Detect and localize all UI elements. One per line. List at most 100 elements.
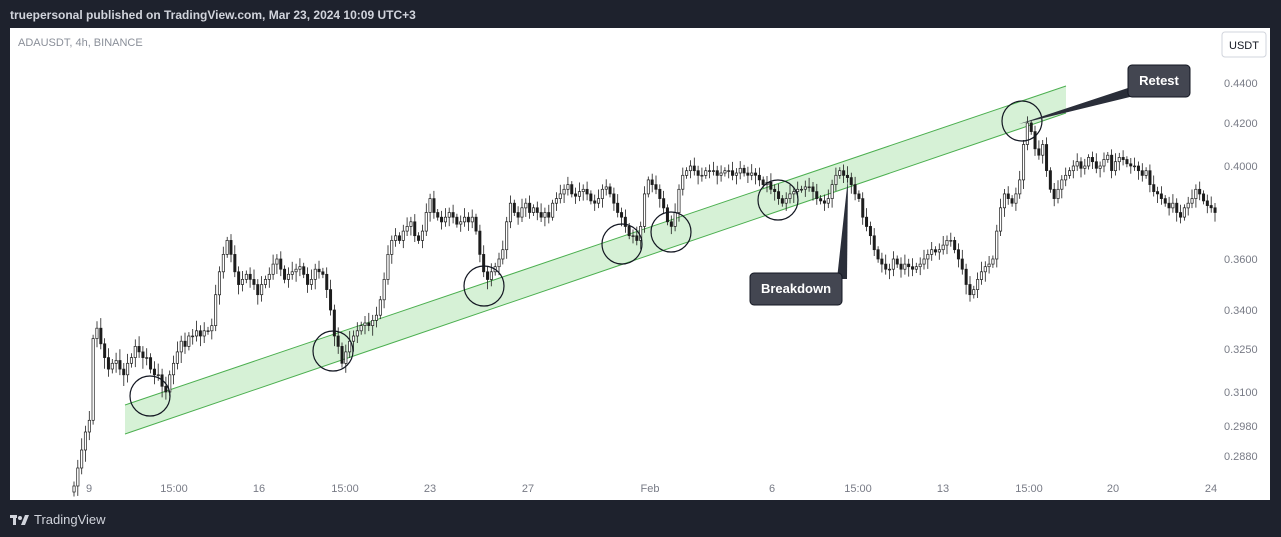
candle-body — [275, 258, 279, 265]
candle-body — [313, 268, 317, 280]
candle-body — [577, 191, 581, 197]
candle-body — [803, 186, 807, 190]
candle-body — [665, 207, 669, 223]
candle-body — [233, 254, 237, 273]
candle-body — [1163, 198, 1167, 204]
candle-body — [696, 170, 700, 176]
x-tick-label: 15:00 — [1015, 483, 1043, 495]
breakdown-callout[interactable]: Breakdown — [749, 178, 848, 306]
candle-body — [214, 294, 218, 326]
rising-channel[interactable] — [124, 85, 1067, 435]
candle-body — [692, 165, 696, 172]
y-tick-label: 0.3250 — [1224, 344, 1258, 356]
candle-body — [792, 191, 796, 195]
x-tick-label: 15:00 — [331, 483, 359, 495]
candle-body — [1140, 170, 1144, 176]
candle-body — [543, 212, 547, 218]
candle-body — [868, 226, 872, 237]
candle-body — [237, 271, 241, 285]
x-tick-label: Feb — [641, 483, 660, 495]
candle-body — [202, 330, 206, 337]
candle-body — [681, 174, 685, 190]
candle-body — [99, 327, 103, 345]
candle-body — [1171, 202, 1175, 209]
candle-body — [1213, 207, 1217, 213]
y-tick-label: 0.2880 — [1224, 451, 1258, 463]
candle-body — [520, 207, 524, 218]
candle-body — [1121, 157, 1125, 160]
candle-body — [964, 268, 968, 285]
candle-body — [118, 360, 122, 370]
candle-body — [72, 485, 76, 493]
candle-body — [769, 181, 773, 190]
candle-body — [271, 263, 275, 275]
candle-body — [428, 198, 432, 213]
candle-body — [566, 184, 570, 190]
tradingview-brand[interactable]: TradingView — [10, 512, 106, 527]
candle-body — [646, 179, 650, 195]
candle-body — [799, 188, 803, 191]
candle-body — [842, 170, 846, 176]
candle-body — [727, 170, 731, 172]
candle-body — [210, 325, 214, 332]
candle-body — [593, 200, 597, 204]
candle-body — [953, 240, 957, 251]
candle-body — [1010, 198, 1014, 204]
candle-body — [1018, 179, 1022, 195]
candle-body — [876, 249, 880, 260]
candle-body — [1182, 207, 1186, 218]
candle-body — [424, 212, 428, 232]
brand-name: TradingView — [34, 512, 106, 527]
candle-body — [505, 221, 509, 251]
price-chart[interactable]: ADAUSDT, 4h, BINANCE USDT 0.4400 0.4200 … — [10, 28, 1270, 500]
candle-body — [413, 221, 417, 237]
candle-body — [539, 212, 543, 218]
candle-body — [1144, 170, 1148, 176]
candle-body — [106, 357, 110, 370]
candle-body — [531, 207, 535, 213]
symbol-info: ADAUSDT, 4h, BINANCE — [18, 37, 143, 49]
candle-body — [773, 188, 777, 192]
candle-body — [470, 216, 474, 223]
x-tick-label: 15:00 — [844, 483, 872, 495]
candle-body — [225, 240, 229, 255]
touch-circle — [129, 375, 171, 417]
candle-body — [604, 186, 608, 190]
retest-callout[interactable]: Retest — [1019, 64, 1191, 124]
candle-body — [547, 212, 551, 218]
touch-markers[interactable] — [129, 100, 1043, 417]
candle-body — [355, 330, 359, 337]
candle-body — [777, 191, 781, 199]
touch-circle — [650, 211, 692, 253]
candle-body — [397, 235, 401, 241]
candle-body — [1083, 165, 1087, 169]
y-tick-label: 0.4400 — [1224, 78, 1258, 90]
candle-body — [248, 273, 252, 280]
candle-body — [478, 230, 482, 255]
candle-body — [891, 258, 895, 270]
candle-body — [191, 335, 195, 338]
price-axis[interactable]: 0.4400 0.4200 0.4000 0.3600 0.3400 0.325… — [1224, 78, 1258, 463]
candle-body — [999, 207, 1003, 232]
candle-body — [198, 330, 202, 337]
candle-body — [95, 327, 99, 339]
x-tick-label: 16 — [253, 483, 265, 495]
candle-body — [217, 271, 221, 296]
candle-body — [845, 174, 849, 178]
candle-body — [378, 299, 382, 316]
candle-body — [865, 216, 869, 227]
currency-button[interactable]: USDT — [1221, 31, 1267, 58]
breakdown-label-box — [749, 272, 843, 306]
candle-body — [1041, 144, 1045, 156]
time-axis[interactable]: 9 15:00 16 15:00 23 27 Feb 6 15:00 13 15… — [86, 483, 1217, 495]
candle-body — [815, 191, 819, 199]
x-tick-label: 9 — [86, 483, 92, 495]
candle-body — [600, 188, 604, 199]
candle-body — [574, 193, 578, 197]
candle-body — [114, 360, 118, 364]
candle-body — [1079, 161, 1083, 169]
candle-body — [723, 170, 727, 174]
candle-body — [926, 254, 930, 260]
candle-body — [221, 254, 225, 273]
candle-body — [822, 200, 826, 204]
